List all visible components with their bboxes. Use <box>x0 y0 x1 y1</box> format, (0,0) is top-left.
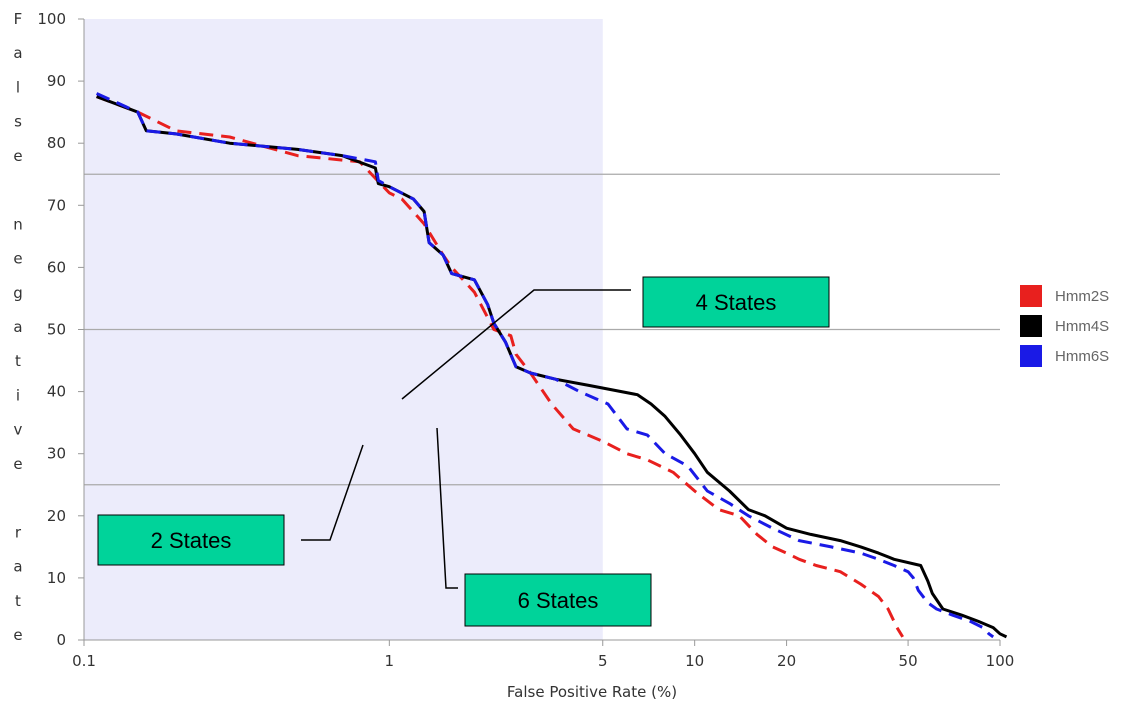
y-axis-label-letter: i <box>16 386 20 404</box>
axes: 0.1 1 5 10 20 50 100 0 10 20 30 40 50 60 70 80 90 100 <box>37 10 1014 670</box>
y-axis-label-letter: t <box>15 352 21 370</box>
x-tick-label: 20 <box>777 652 796 670</box>
legend-label: Hmm6S <box>1055 348 1109 365</box>
y-axis-label-letter: e <box>13 147 22 165</box>
y-axis-label-letter: v <box>14 421 23 439</box>
y-tick-label: 60 <box>47 258 66 276</box>
y-tick-label: 0 <box>56 631 66 649</box>
series-hmm2s <box>96 95 904 638</box>
x-tick-label: 50 <box>899 652 918 670</box>
legend-swatch <box>1020 345 1042 367</box>
y-axis-label-letter: a <box>13 44 22 62</box>
y-tick-label: 40 <box>47 383 66 401</box>
legend-swatch <box>1020 315 1042 337</box>
y-tick-label: 10 <box>47 569 66 587</box>
legend-swatch <box>1020 285 1042 307</box>
y-tick-label: 70 <box>47 196 66 214</box>
x-tick-label: 100 <box>986 652 1015 670</box>
x-tick-label: 1 <box>385 652 395 670</box>
annotations: 4 States 2 States 6 States <box>97 276 830 627</box>
annotation-box-6-states <box>464 573 652 627</box>
y-axis-label-letter: t <box>15 592 21 610</box>
y-axis-label-letter: F <box>14 10 23 28</box>
series-lines <box>95 92 1008 639</box>
y-axis-label-letter: g <box>13 284 23 302</box>
annotation-label-2-states: 2 States <box>151 528 232 553</box>
y-axis-label-letter: e <box>13 455 22 473</box>
y-tick-label: 50 <box>47 321 66 339</box>
annotation-leader-6-states <box>436 427 458 589</box>
y-tick-label: 80 <box>47 134 66 152</box>
y-tick-label: 20 <box>47 507 66 525</box>
x-tick-label: 0.1 <box>72 652 96 670</box>
y-axis-label-letter: a <box>13 318 22 336</box>
series-hmm6s <box>95 92 995 639</box>
y-tick-label: 90 <box>47 72 66 90</box>
annotation-leader-2-states <box>301 444 364 541</box>
x-tick-label: 10 <box>685 652 704 670</box>
y-tick-label: 30 <box>47 445 66 463</box>
annotation-box-4-states <box>642 276 830 328</box>
legend-label: Hmm2S <box>1055 288 1109 305</box>
legend-label: Hmm4S <box>1055 318 1109 335</box>
y-axis-label-letter: a <box>13 558 22 576</box>
y-axis-label-letter: r <box>15 523 22 541</box>
annotation-label-4-states: 4 States <box>696 290 777 315</box>
y-tick-label: 100 <box>37 10 66 28</box>
annotation-label-6-states: 6 States <box>518 588 599 613</box>
y-axis-label-letter: l <box>16 78 20 96</box>
reference-lines <box>84 173 1000 486</box>
annotation-box-2-states <box>97 514 285 566</box>
x-axis-label: False Positive Rate (%) <box>507 683 677 701</box>
annotation-leader-4-states <box>401 289 631 400</box>
x-tick-label: 5 <box>598 652 608 670</box>
y-axis-label-letter: e <box>13 250 22 268</box>
y-axis-label-letter: e <box>13 626 22 644</box>
y-axis-label-letter: n <box>13 215 23 233</box>
legend: Hmm2S Hmm4S Hmm6S <box>1020 285 1109 367</box>
y-axis-label-letter: s <box>14 113 22 131</box>
